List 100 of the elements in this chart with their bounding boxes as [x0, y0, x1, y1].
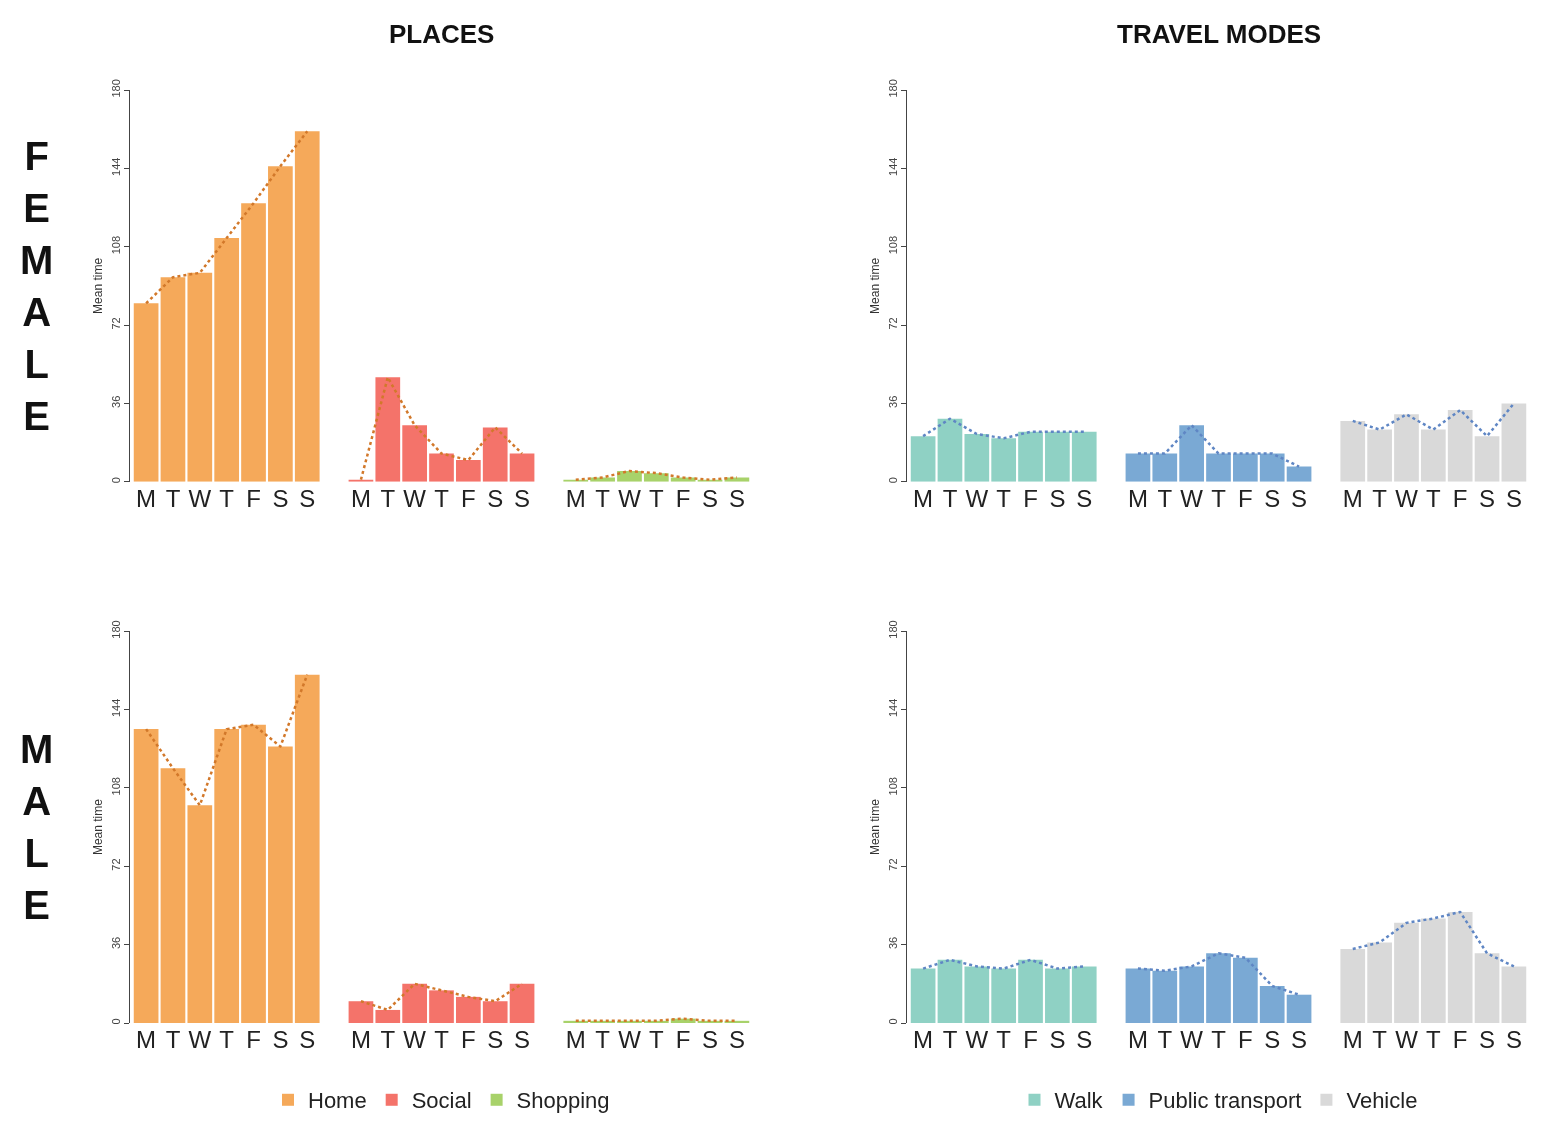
x-tick-label: F: [1238, 1026, 1253, 1053]
bar: [1340, 420, 1366, 482]
legend-label: Vehicle: [1346, 1088, 1418, 1114]
x-tick-label: F: [246, 484, 261, 512]
x-tick-label: T: [1211, 1026, 1227, 1053]
x-tick-label: S: [702, 1026, 719, 1053]
legend-label: Social: [411, 1088, 472, 1114]
bar: [456, 996, 481, 1023]
x-tick-label: S: [1291, 1026, 1308, 1053]
x-tick-label: S: [1049, 1026, 1066, 1053]
y-tick-label: 144: [109, 157, 122, 176]
bar: [991, 968, 1017, 1023]
y-axis-title: Mean time: [90, 257, 105, 314]
bar: [1259, 453, 1285, 482]
x-tick-label: T: [942, 484, 958, 512]
bar: [133, 729, 159, 1023]
x-tick-label: F: [1023, 484, 1038, 512]
x-tick-label: S: [299, 484, 316, 512]
x-tick-label: M: [913, 1026, 934, 1053]
bar: [964, 966, 990, 1023]
x-tick-label: M: [1127, 1026, 1148, 1053]
bar: [1340, 948, 1366, 1023]
bar: [294, 131, 320, 482]
x-tick-label: S: [272, 484, 289, 512]
chart-title: PLACES: [389, 19, 495, 49]
y-axis-title: Mean time: [867, 257, 882, 314]
y-axis-title: Mean time: [867, 798, 882, 856]
bar: [241, 203, 266, 482]
y-tick-label: 144: [109, 698, 122, 718]
y-tick-label: 36: [886, 936, 899, 950]
y-tick-label: 144: [886, 157, 899, 176]
x-tick-label: W: [1395, 1026, 1419, 1053]
x-tick-label: F: [461, 1026, 476, 1053]
bar: [429, 990, 454, 1023]
x-tick-label: W: [1180, 484, 1204, 512]
bar: [1206, 953, 1231, 1023]
bar: [268, 166, 293, 482]
bar: [1045, 431, 1070, 482]
legend-label: Public transport: [1148, 1088, 1302, 1114]
x-tick-label: T: [434, 484, 450, 512]
bar: [214, 238, 240, 482]
bar: [1071, 431, 1097, 482]
bar: [1071, 966, 1097, 1023]
legend-label: Shopping: [516, 1088, 610, 1114]
x-tick-label: M: [1127, 484, 1148, 512]
x-tick-label: W: [965, 484, 989, 512]
bar: [1420, 918, 1446, 1023]
y-tick-label: 72: [886, 858, 899, 871]
x-tick-label: T: [380, 1026, 396, 1053]
y-tick-label: 0: [109, 477, 122, 484]
x-tick-label: W: [403, 484, 427, 512]
bar: [214, 729, 240, 1023]
x-tick-label: S: [1264, 1026, 1281, 1053]
bar: [1179, 425, 1204, 482]
bar: [1125, 968, 1151, 1023]
bar: [375, 1009, 401, 1023]
y-tick-label: 0: [886, 1018, 899, 1025]
y-tick-label: 180: [109, 79, 122, 98]
bar: [133, 303, 159, 482]
x-tick-label: T: [1157, 1026, 1173, 1053]
x-tick-label: S: [1049, 484, 1066, 512]
bar: [1474, 436, 1500, 482]
x-tick-label: T: [380, 484, 396, 512]
y-tick-label: 72: [109, 858, 122, 871]
x-tick-label: W: [1395, 484, 1419, 512]
y-tick-label: 36: [886, 395, 899, 408]
bar: [910, 436, 936, 482]
x-tick-label: M: [136, 1026, 157, 1053]
y-tick-label: 144: [886, 698, 899, 718]
y-tick-label: 36: [109, 936, 122, 950]
x-tick-label: S: [514, 484, 531, 512]
bar: [1259, 985, 1285, 1023]
x-tick-label: T: [219, 484, 235, 512]
x-tick-label: F: [1023, 1026, 1038, 1053]
bar: [991, 438, 1017, 482]
x-tick-label: T: [1425, 1026, 1441, 1053]
bar: [1394, 414, 1419, 482]
x-tick-label: S: [1505, 484, 1522, 512]
x-tick-label: F: [246, 1026, 261, 1053]
x-tick-label: T: [942, 1026, 958, 1053]
x-tick-label: M: [136, 484, 157, 512]
x-tick-label: F: [461, 484, 476, 512]
x-tick-label: T: [648, 1026, 664, 1053]
x-tick-label: W: [965, 1026, 989, 1053]
x-tick-label: T: [1211, 484, 1227, 512]
x-tick-label: W: [403, 1026, 427, 1053]
bar: [910, 968, 936, 1023]
x-tick-label: F: [1452, 484, 1468, 512]
x-tick-label: M: [1342, 1026, 1363, 1053]
y-tick-label: 180: [886, 620, 899, 639]
bar: [509, 453, 535, 482]
y-axis-title: Mean time: [90, 798, 105, 856]
x-tick-label: F: [1452, 1026, 1468, 1053]
x-tick-label: S: [1505, 1026, 1522, 1053]
y-tick-label: 108: [886, 777, 899, 796]
x-tick-label: T: [996, 1026, 1012, 1053]
x-tick-label: S: [487, 484, 504, 512]
y-tick-label: 180: [109, 620, 122, 639]
bar: [1018, 959, 1043, 1023]
y-tick-label: 72: [109, 317, 122, 330]
